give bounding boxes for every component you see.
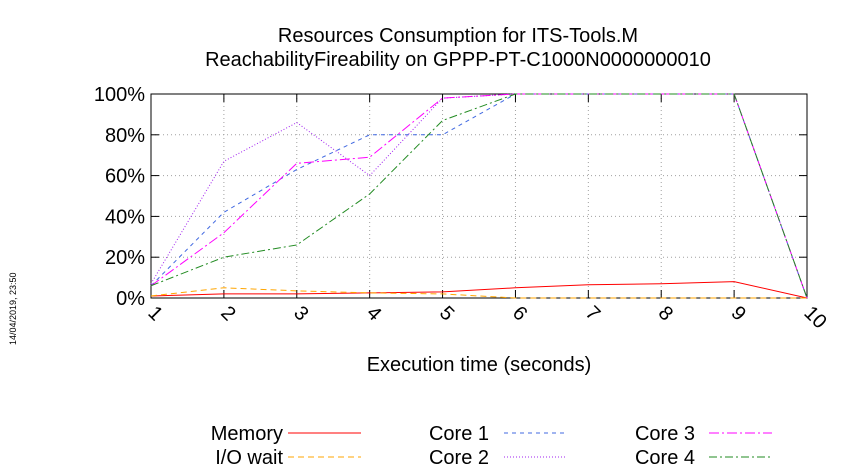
- x-tick-label: 9: [727, 302, 750, 325]
- legend-label: I/O wait: [215, 447, 283, 469]
- y-tick-label: 60%: [105, 166, 145, 188]
- series-line-memory: [150, 281, 808, 299]
- chart-title-line2: ReachabilityFireability on GPPP-PT-C1000…: [205, 49, 711, 71]
- x-tick-label: 6: [508, 302, 531, 325]
- y-axis-ticks: 0% 20% 40% 60% 80% 100%: [94, 84, 807, 310]
- legend-label: Memory: [211, 423, 283, 445]
- series-line-core-1: [150, 93, 808, 299]
- y-tick-label: 0%: [116, 288, 145, 310]
- series-line-core-2: [150, 93, 808, 299]
- y-tick-label: 100%: [94, 84, 145, 106]
- y-tick-label: 20%: [105, 247, 145, 269]
- series-line-core-4: [150, 93, 808, 299]
- x-tick-label: 5: [435, 302, 458, 325]
- x-tick-label: 1: [143, 302, 166, 325]
- series-line-core-3: [150, 93, 808, 299]
- legend-label: Core 3: [635, 423, 695, 445]
- x-tick-label: 4: [362, 302, 385, 325]
- x-tick-label: 8: [654, 302, 677, 325]
- timestamp: 14/04/2019, 23:50: [8, 272, 18, 345]
- x-tick-label: 10: [799, 302, 830, 333]
- chart-title-line1: Resources Consumption for ITS-Tools.M: [278, 25, 638, 47]
- y-tick-label: 40%: [105, 206, 145, 228]
- x-tick-label: 2: [216, 302, 239, 325]
- y-tick-label: 80%: [105, 125, 145, 147]
- legend-label: Core 1: [429, 423, 489, 445]
- x-axis-label: Execution time (seconds): [367, 354, 592, 376]
- x-tick-label: 3: [289, 302, 312, 325]
- legend-label: Core 4: [635, 447, 695, 469]
- plot-frame: [150, 93, 808, 299]
- x-tick-label: 7: [581, 302, 604, 325]
- series-line-i-o-wait: [150, 287, 807, 299]
- grid: [151, 94, 807, 298]
- x-axis-ticks: 1 2 3 4 5 6 7 8 9 10: [143, 94, 831, 333]
- series-lines: [150, 93, 808, 299]
- legend-label: Core 2: [429, 447, 489, 469]
